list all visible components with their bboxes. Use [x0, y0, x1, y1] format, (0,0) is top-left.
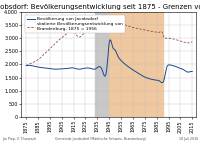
Bar — [109, 12, 163, 117]
Text: Jan Piep, V. Thurwach: Jan Piep, V. Thurwach — [2, 137, 36, 141]
Bar — [95, 12, 109, 117]
Title: Jacobsdorf: Bevölkerungsentwicklung seit 1875 - Grenzen von 2015: Jacobsdorf: Bevölkerungsentwicklung seit… — [0, 4, 200, 10]
Text: 18 Juli 2016: 18 Juli 2016 — [179, 137, 198, 141]
Legend: Bevölkerung von Jacobsdorf, skalierte Bevölkerungsentwicklung von
Brandenburg, 1: Bevölkerung von Jacobsdorf, skalierte Be… — [25, 15, 125, 33]
Text: Gemeinde Jacobsdorf (Märkische Schweiz, Brandenburg): Gemeinde Jacobsdorf (Märkische Schweiz, … — [55, 137, 145, 141]
